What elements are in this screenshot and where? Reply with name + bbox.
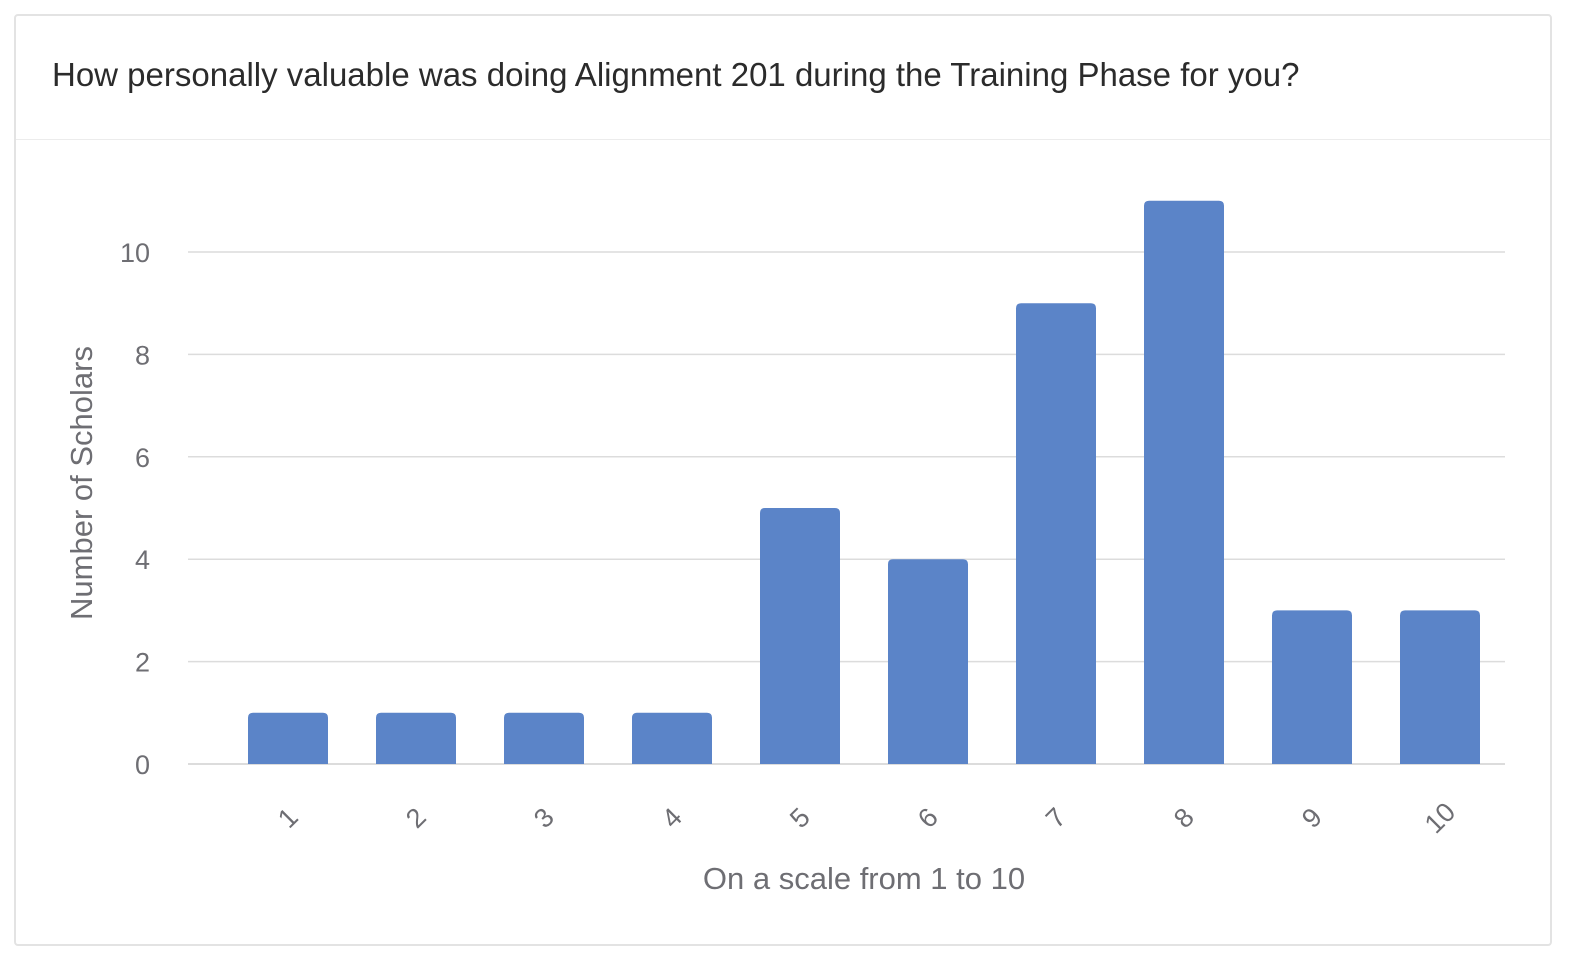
y-tick-label: 6: [135, 443, 150, 473]
y-tick-label: 2: [135, 648, 150, 678]
x-tick-label: 7: [1040, 802, 1072, 834]
x-tick-label: 2: [400, 802, 432, 834]
x-tick-label: 9: [1296, 802, 1328, 834]
x-tick-label: 8: [1168, 802, 1200, 834]
bar-8: [1144, 200, 1224, 765]
bar-9: [1272, 610, 1352, 764]
x-tick-label: 6: [912, 802, 944, 834]
x-axis-ticks: 1 2 3 4 5 6 7 8 9 10: [272, 797, 1461, 839]
x-tick-label: 10: [1419, 797, 1461, 839]
card-header: How personally valuable was doing Alignm…: [16, 16, 1550, 140]
bar-4: [632, 712, 712, 764]
bar-5: [760, 508, 840, 764]
x-tick-label: 1: [272, 802, 304, 834]
y-tick-label: 4: [135, 545, 150, 575]
y-tick-label: 10: [120, 238, 150, 268]
y-tick-label: 0: [135, 750, 150, 780]
bar-1: [248, 712, 328, 764]
x-tick-label: 5: [784, 802, 816, 834]
bar-6: [888, 559, 968, 764]
x-tick-label: 4: [656, 802, 688, 834]
bar-3: [504, 712, 584, 764]
bar-2: [376, 712, 456, 764]
bar-10: [1400, 610, 1480, 764]
bar-7: [1016, 303, 1096, 764]
bars: [248, 200, 1480, 765]
y-axis-title: Number of Scholars: [64, 346, 99, 620]
x-tick-label: 3: [528, 802, 560, 834]
x-axis-title: On a scale from 1 to 10: [703, 861, 1025, 896]
chart-title: How personally valuable was doing Alignm…: [52, 56, 1300, 93]
y-axis-ticks: 0 2 4 6 8 10: [120, 238, 150, 780]
y-tick-label: 8: [135, 340, 150, 370]
chart-card: How personally valuable was doing Alignm…: [14, 14, 1552, 946]
